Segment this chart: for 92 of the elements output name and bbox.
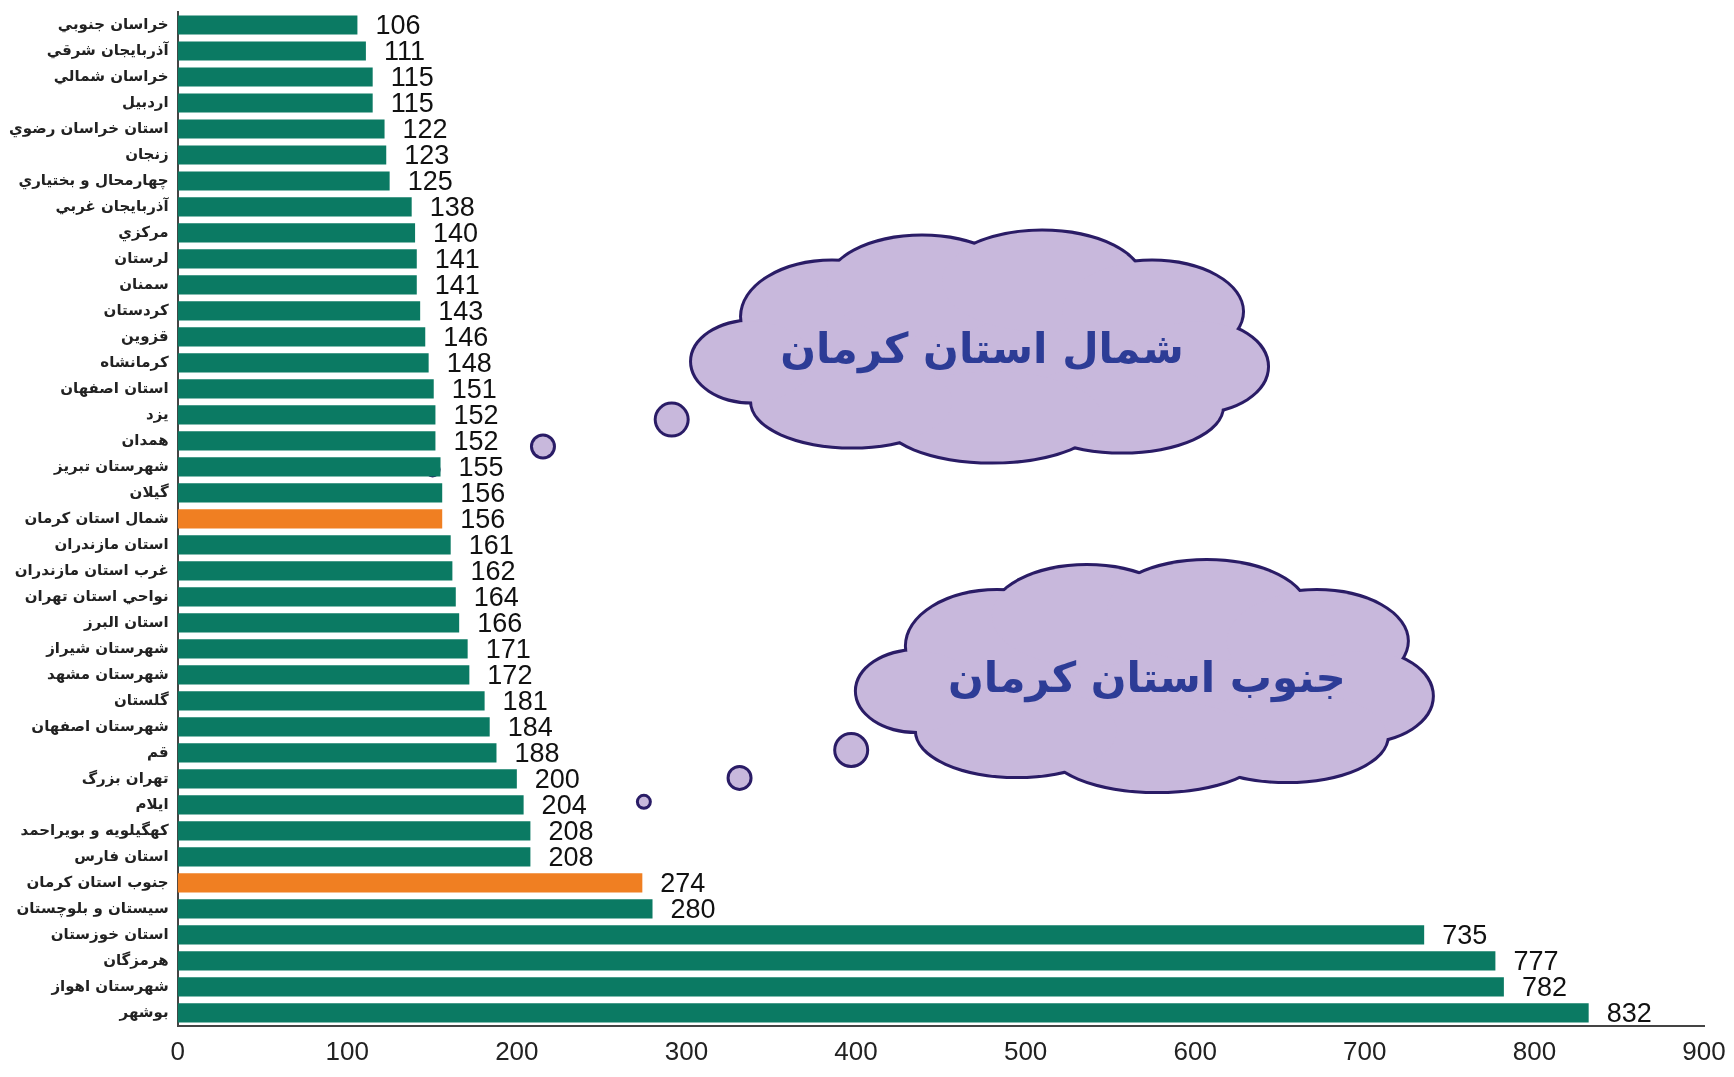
y-tick-label: ايلام [135,794,169,813]
bar [177,561,453,581]
bar [177,639,468,659]
bar [177,145,387,165]
y-tick-label: مركزي [118,222,169,242]
y-tick-label: شهرستان اهواز [50,976,169,995]
bar [177,249,417,269]
x-tick-label: 500 [1003,1035,1048,1066]
y-tick-label: شهرستان مشهد [47,664,169,683]
bar [177,483,443,503]
bar [177,847,531,867]
y-tick-label: استان خراسان رضوي [8,118,169,138]
y-tick-label: زنجان [125,144,169,163]
y-tick-label: سيستان و بلوچستان [16,898,169,918]
bar [177,431,436,451]
bar [177,535,451,555]
data-label: 735 [1442,920,1488,951]
y-tick-label: نواحي استان تهران [24,586,169,605]
y-tick-label: آذربايجان غربي [55,196,170,215]
y-tick-label: يزد [145,404,169,423]
y-tick-label: تهران بزرگ [81,768,169,787]
y-tick-label: شهرستان تبريز [53,456,169,475]
bar [177,457,441,477]
x-tick-label: 400 [834,1035,878,1066]
bar [177,691,485,711]
y-tick-label: استان مازندران [54,534,169,553]
x-tick-label: 900 [1682,1035,1726,1066]
x-tick-label: 200 [495,1035,539,1066]
y-tick-label: كهگيلويه و بويراحمد [20,820,169,839]
bar [177,951,1496,971]
y-tick-label: خراسان جنوبي [57,14,169,33]
y-tick-label: استان خوزستان [50,924,169,943]
bar [177,977,1504,997]
y-tick-label: خراسان شمالي [53,66,169,85]
y-tick-label: گيلان [129,482,169,501]
bar [177,301,421,321]
bar [177,821,531,841]
y-tick-label: شمال استان كرمان [24,508,169,527]
y-tick-label: استان فارس [74,846,169,865]
y-tick-label: همدان [121,430,169,449]
bar [177,223,416,243]
y-tick-label: شهرستان شيراز [45,638,169,657]
y-tick-label: بوشهر [118,1002,169,1021]
annotation: جنوب استان كرمان [947,653,1346,704]
x-tick-label: 600 [1173,1035,1217,1066]
bar [177,873,643,893]
data-label: 832 [1606,998,1652,1029]
bar [177,1003,1589,1023]
x-tick-label: 300 [664,1035,709,1066]
y-tick-label: استان اصفهان [60,378,169,397]
bar [177,327,426,347]
bar [177,509,443,529]
y-tick-label: شهرستان اصفهان [31,716,169,735]
y-tick-label: قم [147,742,169,761]
bar [177,743,497,763]
y-tick-label: كردستان [103,300,169,319]
bar [177,717,490,737]
bar [177,275,417,295]
y-tick-label: هرمزگان [103,950,169,969]
bar [177,587,456,607]
bar [177,925,1425,945]
bar [177,67,373,87]
bar [177,93,373,113]
bar [177,171,390,191]
annotation: شمال استان كرمان [780,323,1184,374]
y-tick-label: جنوب استان كرمان [26,872,169,891]
y-tick-label: سمنان [119,274,169,293]
y-tick-label: چهارمحال و بختياري [18,170,169,190]
y-tick-label: استان البرز [83,612,169,631]
bar [177,769,517,789]
bar [177,353,429,373]
bar [177,613,460,633]
x-tick-label: 700 [1343,1035,1387,1066]
bar [177,119,385,139]
bar [177,41,366,61]
y-tick-label: كرمانشاه [100,352,169,371]
y-tick-label: گلستان [113,690,169,709]
y-tick-label: اردبيل [122,92,169,111]
y-tick-label: لرستان [114,248,169,267]
bar [177,15,358,35]
bar [177,899,653,919]
x-tick-label: 100 [325,1035,369,1066]
bar [177,379,434,399]
y-tick-label: غرب استان مازندران [14,560,169,579]
bar [177,665,470,685]
bar [177,197,412,217]
y-tick-label: آذربايجان شرقي [46,40,170,59]
bar [177,405,436,425]
y-tick-label: قزوين [121,326,169,345]
x-tick-label: 0 [170,1035,185,1066]
bar [177,795,524,815]
x-tick-label: 800 [1512,1035,1557,1066]
